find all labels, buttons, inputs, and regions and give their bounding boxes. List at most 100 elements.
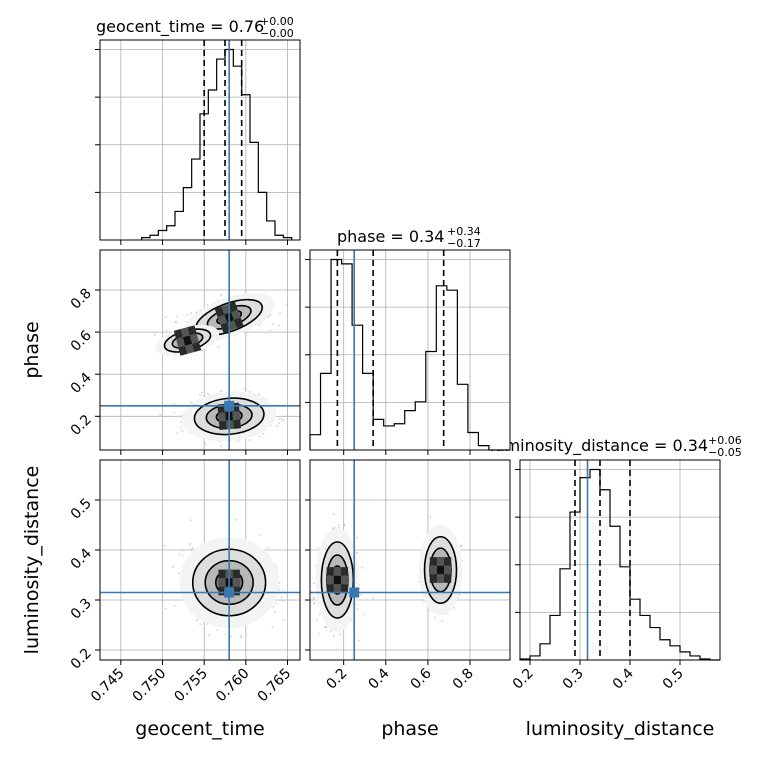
joint-geocent-time-phase-sample [220, 389, 223, 392]
joint-geocent-time-phase-sample [269, 314, 272, 317]
joint-phase-luminosity-distance-core-1 [436, 565, 445, 575]
joint-geocent-time-luminosity-distance-sample [181, 549, 184, 552]
hist-luminosity-distance-step [519, 468, 720, 661]
xlabel-phase: phase [381, 718, 438, 740]
joint-geocent-time-phase-sample [217, 346, 220, 348]
joint-phase-luminosity-distance-sample [343, 523, 346, 526]
joint-phase-luminosity-distance-sample [312, 582, 315, 585]
hist-geocent-time [95, 39, 301, 245]
joint-geocent-time-phase-sample [186, 314, 189, 316]
joint-phase-luminosity-distance-core-1 [429, 557, 437, 566]
joint-geocent-time-luminosity-distance-sample [178, 572, 180, 575]
joint-geocent-time-phase-sample [190, 401, 192, 404]
joint-geocent-time-phase-sample [206, 392, 209, 395]
joint-geocent-time-phase-sample [278, 422, 280, 425]
joint-geocent-time-phase-sample [271, 323, 274, 325]
joint-geocent-time-phase-core-1 [185, 343, 195, 354]
joint-phase-luminosity-distance-core-1 [429, 565, 437, 575]
joint-phase-luminosity-distance-sample [356, 551, 359, 554]
joint-geocent-time-phase-sample [173, 403, 175, 406]
joint-geocent-time-phase-sample [286, 303, 288, 306]
xtick-label-phase: 0.8 [450, 666, 477, 693]
joint-geocent-time-luminosity-distance-sample [189, 542, 192, 545]
joint-geocent-time-phase-truth-marker [224, 400, 235, 411]
joint-geocent-time-phase-sample [206, 303, 209, 306]
joint-geocent-time-phase-sample [181, 429, 184, 432]
joint-geocent-time-luminosity-distance-sample [278, 582, 281, 584]
joint-geocent-time-phase-core-1 [178, 345, 188, 356]
joint-phase-luminosity-distance-sample [356, 607, 359, 610]
hist-geocent-time-step [141, 48, 293, 240]
joint-phase-luminosity-distance-sample [459, 545, 462, 548]
joint-geocent-time-luminosity-distance-sample [281, 599, 284, 602]
joint-geocent-time-luminosity-distance-sample [181, 554, 184, 557]
joint-geocent-time-luminosity-distance-sample [163, 544, 166, 547]
joint-phase-luminosity-distance-sample [428, 610, 431, 612]
ytick-label-phase: 0.6 [68, 328, 95, 355]
title-luminosity-distance: luminosity_distance = 0.34 [490, 436, 708, 456]
joint-geocent-time-luminosity-distance-sample [240, 634, 243, 637]
ytick-label-luminosity-distance: 0.5 [68, 496, 95, 523]
joint-geocent-time-phase-sample [199, 394, 201, 396]
joint-phase-luminosity-distance-border [309, 459, 511, 661]
joint-phase-luminosity-distance-sample [429, 515, 431, 518]
joint-geocent-time-luminosity-distance-sample [216, 628, 219, 631]
joint-geocent-time-phase-sample [176, 315, 178, 318]
hist-luminosity-distance-border [519, 459, 721, 661]
joint-phase-luminosity-distance-sample [325, 626, 328, 628]
joint-geocent-time-luminosity-distance-core-0 [232, 586, 240, 596]
joint-phase-luminosity-distance-sample [317, 632, 320, 635]
joint-geocent-time-luminosity-distance-sample [208, 634, 210, 637]
xtick-label-luminosity-distance: 0.3 [560, 666, 587, 693]
joint-phase-luminosity-distance-sample [452, 606, 455, 609]
joint-phase-luminosity-distance-sample [312, 596, 315, 599]
joint-geocent-time-phase-sample [282, 419, 285, 422]
joint-geocent-time-phase-sample [179, 426, 182, 429]
joint-geocent-time-luminosity-distance-sample [235, 518, 238, 521]
joint-geocent-time-phase-sample [159, 413, 162, 416]
joint-geocent-time-phase-core-1 [180, 327, 190, 338]
hist-geocent-time-border [99, 39, 301, 241]
joint-phase-luminosity-distance-sample [359, 594, 362, 596]
joint-phase-luminosity-distance-sample [356, 537, 359, 539]
joint-geocent-time-luminosity-distance-sample [230, 635, 232, 638]
joint-geocent-time-phase-sample [165, 329, 168, 332]
joint-phase-luminosity-distance-core-0 [326, 575, 334, 585]
joint-geocent-time-luminosity-distance-sample [278, 588, 281, 591]
ytick-label-phase: 0.8 [68, 286, 95, 313]
joint-phase-luminosity-distance-sample [313, 602, 316, 605]
title-phase-plus: +0.34 [447, 225, 481, 238]
joint-geocent-time-phase-sample [237, 440, 240, 443]
ylabel-phase: phase [21, 321, 43, 378]
joint-phase-luminosity-distance-sample [343, 524, 346, 527]
joint-geocent-time-luminosity-distance-sample [178, 553, 181, 556]
joint-phase-luminosity-distance-sample [460, 544, 463, 547]
joint-geocent-time-luminosity-distance-core-0 [218, 578, 226, 587]
joint-geocent-time-luminosity-distance-sample [164, 607, 167, 610]
title-geocent-time-minus: −0.00 [260, 27, 294, 40]
hist-phase [305, 249, 511, 455]
joint-geocent-time-luminosity-distance-sample [174, 604, 177, 607]
ytick-label-luminosity-distance: 0.2 [68, 646, 95, 673]
joint-geocent-time-phase-core-1 [176, 337, 186, 348]
joint-geocent-time-luminosity-distance-sample [258, 533, 261, 536]
joint-phase-luminosity-distance-core-0 [333, 567, 341, 576]
title-luminosity-distance-plus: +0.06 [708, 434, 742, 447]
joint-geocent-time-phase-sample [179, 421, 182, 423]
hist-phase-step [309, 258, 510, 451]
joint-geocent-time-luminosity-distance-core-0 [232, 578, 240, 587]
joint-geocent-time-phase-core-2 [233, 419, 241, 429]
xtick-label-geocent-time: 0.750 [130, 666, 170, 706]
joint-phase-luminosity-distance-inner [310, 460, 510, 660]
joint-geocent-time-luminosity-distance-sample [196, 618, 199, 621]
joint-phase-luminosity-distance-sample [427, 519, 429, 521]
xlabel-geocent-time: geocent_time [135, 718, 264, 740]
joint-phase-luminosity-distance-sample [458, 593, 461, 596]
joint-geocent-time-phase-sample [203, 442, 206, 444]
joint-phase-luminosity-distance-sample [332, 513, 335, 515]
joint-phase-luminosity-distance-core-1 [429, 574, 437, 583]
joint-geocent-time-phase-sample [276, 425, 278, 428]
joint-phase-luminosity-distance-core-0 [326, 584, 334, 593]
joint-phase-luminosity-distance-sample [317, 547, 320, 549]
